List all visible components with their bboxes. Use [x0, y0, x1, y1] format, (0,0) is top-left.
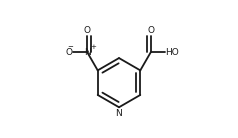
- Text: −: −: [67, 44, 73, 50]
- Text: N: N: [84, 47, 90, 57]
- Text: O: O: [84, 26, 91, 35]
- Text: O: O: [147, 26, 154, 35]
- Text: N: N: [116, 109, 122, 118]
- Text: O: O: [66, 47, 73, 57]
- Text: +: +: [90, 44, 96, 50]
- Text: HO: HO: [165, 47, 179, 57]
